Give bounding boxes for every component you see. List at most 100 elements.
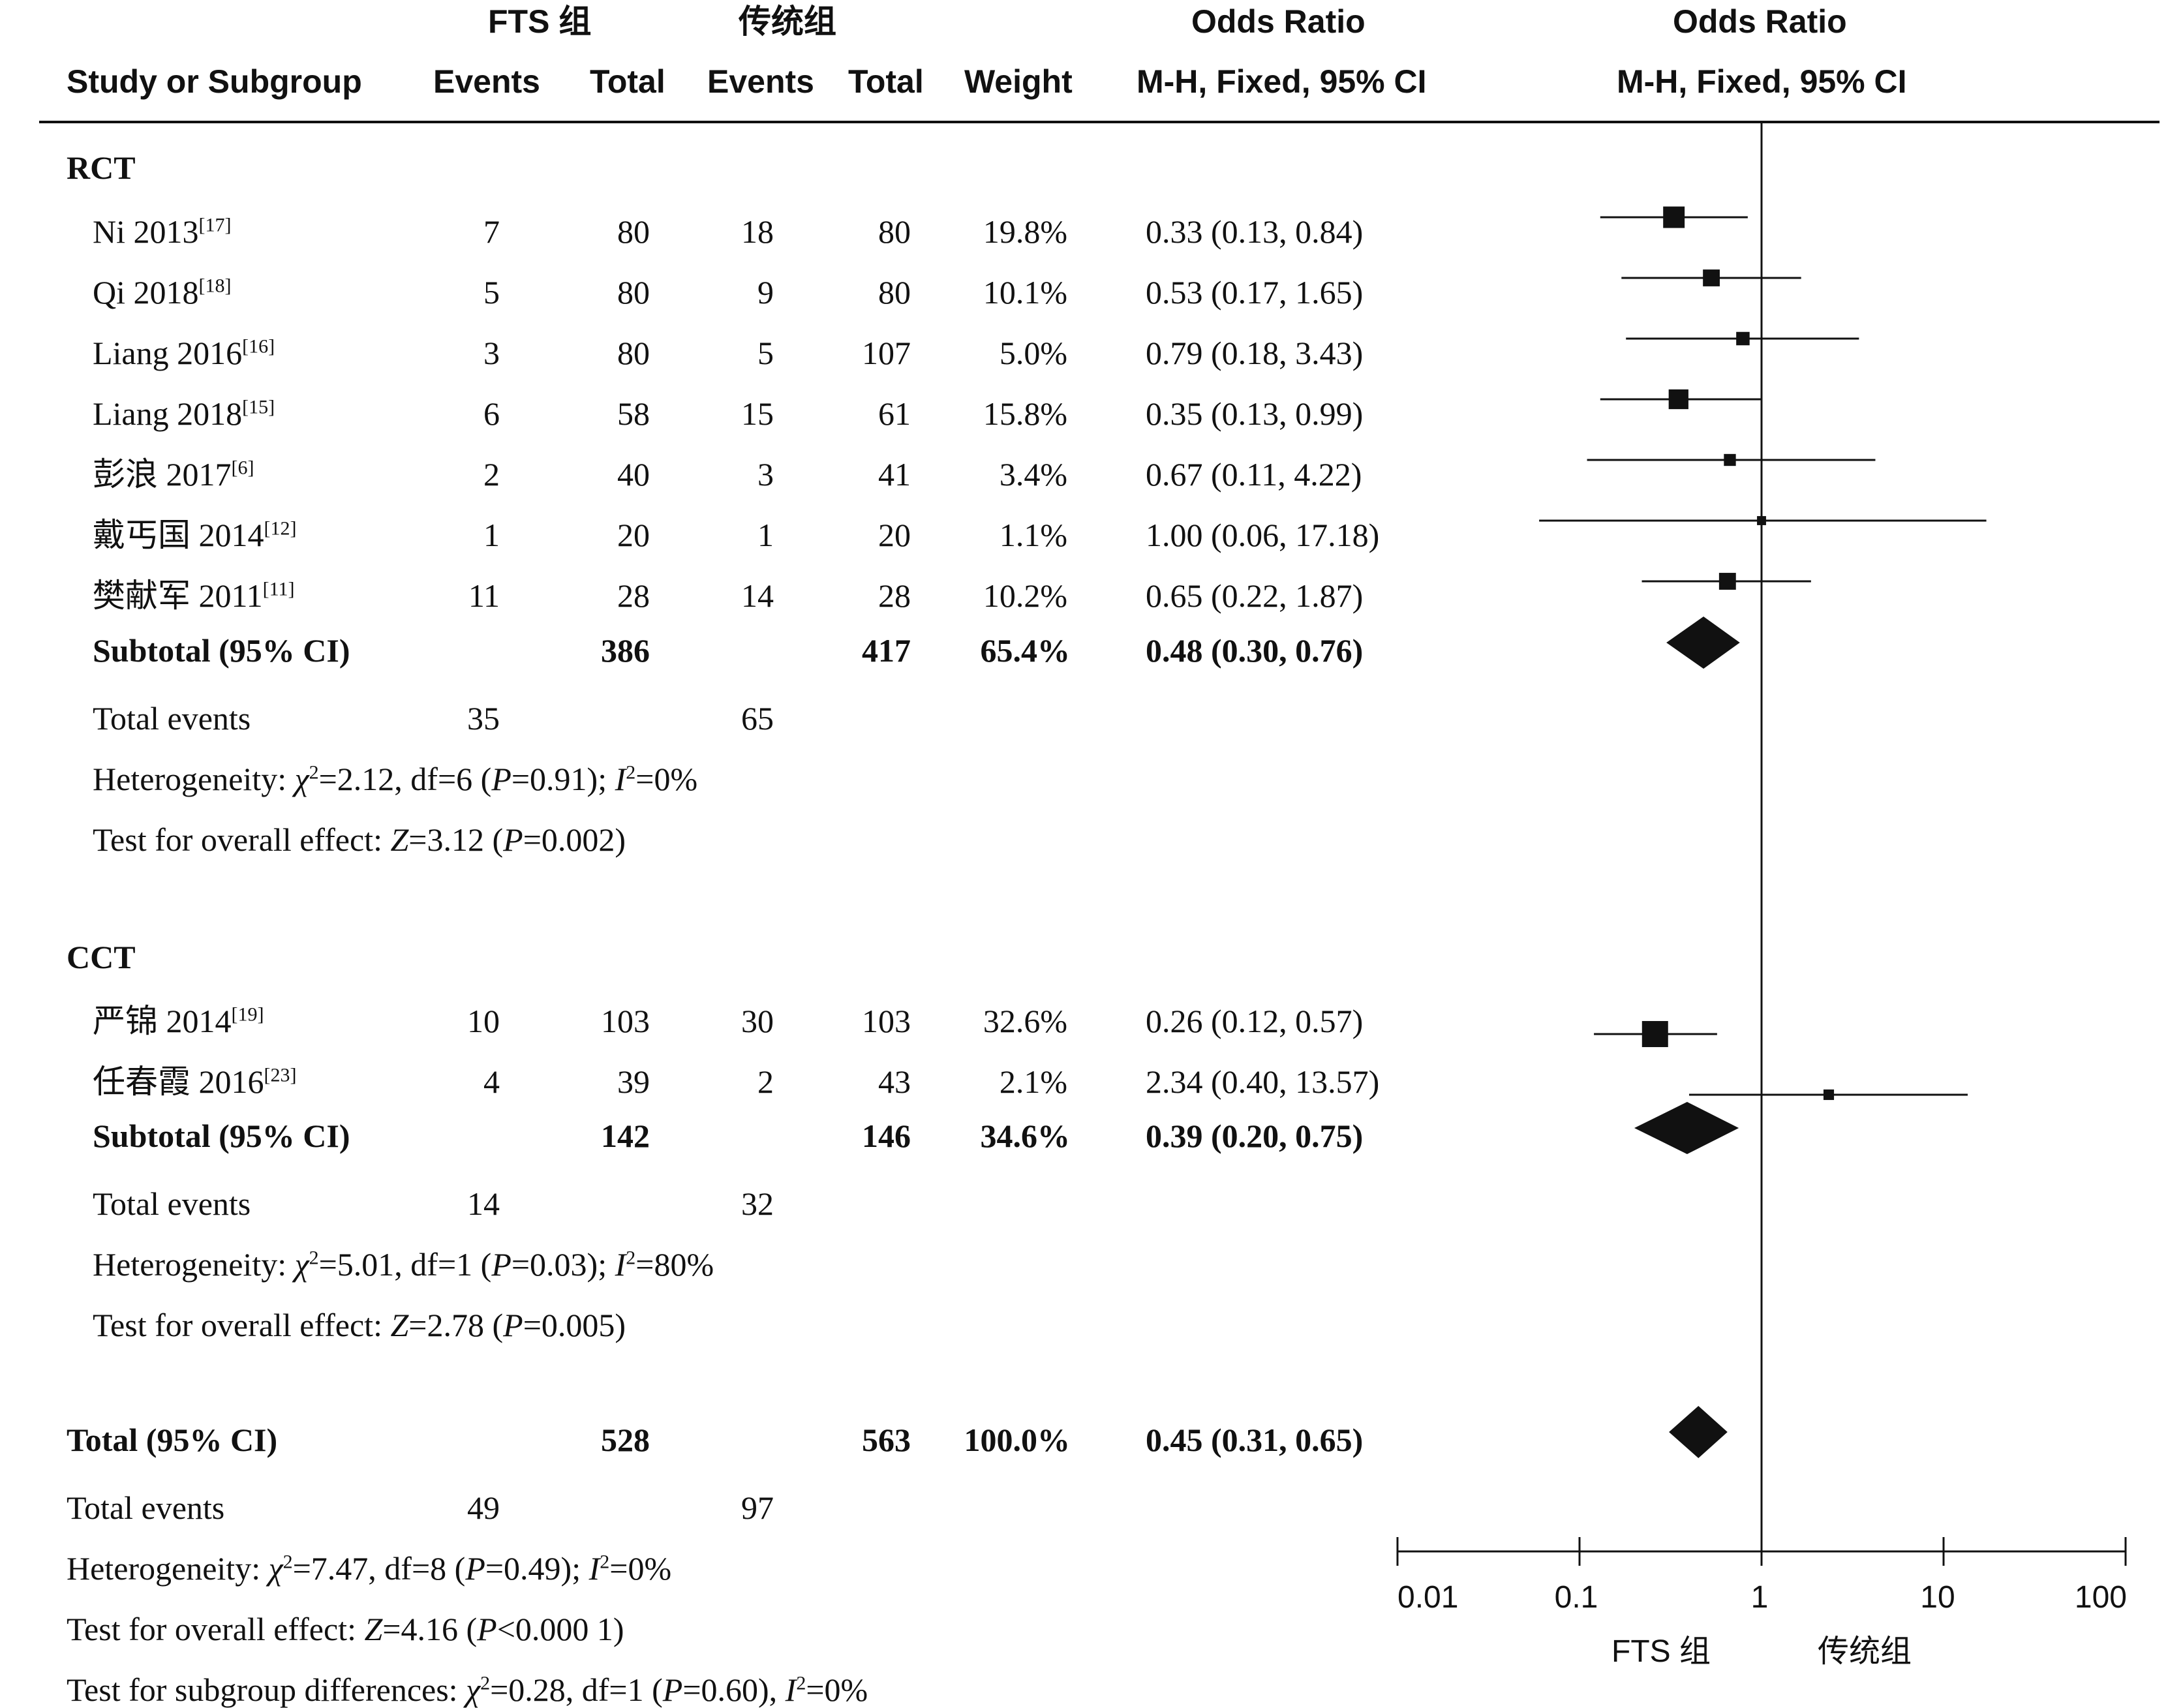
total-weight: 100.0% xyxy=(964,1422,1071,1458)
summary-diamond xyxy=(1634,1102,1739,1154)
total2-cell: 20 xyxy=(878,517,911,553)
weight-cell: 2.1% xyxy=(999,1063,1067,1100)
subtotal-weight: 65.4% xyxy=(980,632,1071,669)
ci-cell: 0.65 (0.22, 1.87) xyxy=(1146,577,1364,614)
total1-cell: 28 xyxy=(617,577,650,614)
events2-cell: 9 xyxy=(757,274,774,311)
overall-effect-text: Test for overall effect: Z=3.12 (P=0.002… xyxy=(93,821,626,858)
total2-column-header: Total xyxy=(848,63,924,100)
events1-cell: 5 xyxy=(483,274,500,311)
study-point xyxy=(1668,389,1688,410)
study-ref: [15] xyxy=(242,396,275,418)
ci-cell: 2.34 (0.40, 13.57) xyxy=(1146,1063,1380,1100)
study-point xyxy=(1724,453,1736,466)
study-name: 彭浪 2017[6] xyxy=(93,456,254,493)
total-ci: 0.45 (0.31, 0.65) xyxy=(1146,1422,1364,1458)
favours-left-label: FTS 组 xyxy=(1611,1634,1711,1669)
heterogeneity-text: Heterogeneity: χ2=5.01, df=1 (P=0.03); I… xyxy=(93,1246,714,1283)
ci-cell: 0.53 (0.17, 1.65) xyxy=(1146,274,1364,311)
events1-cell: 6 xyxy=(483,395,500,432)
study-point xyxy=(1641,1021,1668,1047)
weight-cell: 32.6% xyxy=(983,1003,1067,1039)
subtotal-label: Subtotal (95% CI) xyxy=(93,1118,350,1154)
total-events1: 14 xyxy=(467,1185,500,1222)
subtotal-total1: 386 xyxy=(601,632,650,669)
subgroup-label-rct: RCT xyxy=(67,149,136,186)
plot-marks xyxy=(1396,122,2127,1566)
total-heterogeneity-text: Heterogeneity: χ2=7.47, df=8 (P=0.49); I… xyxy=(67,1550,672,1587)
total1-cell: 80 xyxy=(617,213,650,250)
total-events2: 65 xyxy=(741,700,774,737)
total2-cell: 43 xyxy=(878,1063,911,1100)
axis-tick-label: 10 xyxy=(1920,1580,1955,1615)
study-name: 严锦 2014[19] xyxy=(93,1003,264,1039)
events1-column-header: Events xyxy=(433,63,540,100)
events1-cell: 2 xyxy=(483,456,500,493)
total-events1: 49 xyxy=(467,1489,500,1526)
study-name: Qi 2018[18] xyxy=(93,274,232,311)
ci-cell: 0.26 (0.12, 0.57) xyxy=(1146,1003,1364,1039)
study-name: 樊献军 2011[11] xyxy=(93,577,295,614)
study-point xyxy=(1757,516,1766,525)
study-point xyxy=(1703,269,1720,286)
total-events2: 32 xyxy=(741,1185,774,1222)
total1-column-header: Total xyxy=(590,63,665,100)
events2-cell: 2 xyxy=(757,1063,774,1100)
heterogeneity-text: Heterogeneity: χ2=2.12, df=6 (P=0.91); I… xyxy=(93,761,698,797)
ci-cell: 0.67 (0.11, 4.22) xyxy=(1146,456,1362,493)
overall-effect-text: Test for overall effect: Z=2.78 (P=0.005… xyxy=(93,1307,626,1343)
subgroup-label-cct: CCT xyxy=(67,939,136,975)
events1-cell: 11 xyxy=(468,577,500,614)
events1-cell: 10 xyxy=(467,1003,500,1039)
events2-cell: 18 xyxy=(741,213,774,250)
study-point xyxy=(1823,1089,1835,1101)
events2-cell: 5 xyxy=(757,335,774,371)
subtotal-weight: 34.6% xyxy=(980,1118,1071,1154)
total2-cell: 107 xyxy=(862,335,911,371)
group1-header: FTS 组 xyxy=(488,3,592,40)
total-total2: 563 xyxy=(862,1422,911,1458)
total1-cell: 80 xyxy=(617,274,650,311)
ci-cell: 1.00 (0.06, 17.18) xyxy=(1146,517,1380,553)
weight-cell: 19.8% xyxy=(983,213,1067,250)
total-events-label: Total events xyxy=(93,700,251,737)
total-total1: 528 xyxy=(601,1422,650,1458)
subgroup-differences-text: Test for subgroup differences: χ2=0.28, … xyxy=(67,1671,868,1708)
weight-cell: 1.1% xyxy=(999,517,1067,553)
study-name: 戴丐国 2014[12] xyxy=(93,517,297,553)
axis-tick-label: 0.01 xyxy=(1397,1580,1459,1615)
study-name: Liang 2018[15] xyxy=(93,395,275,432)
study-ref: [12] xyxy=(264,517,297,540)
events2-cell: 3 xyxy=(757,456,774,493)
group2-header: 传统组 xyxy=(739,3,836,40)
subtotal-total2: 146 xyxy=(862,1118,911,1154)
study-ref: [19] xyxy=(231,1003,264,1026)
total-events1: 35 xyxy=(467,700,500,737)
total1-cell: 80 xyxy=(617,335,650,371)
events2-cell: 30 xyxy=(741,1003,774,1039)
subtotal-total2: 417 xyxy=(862,632,911,669)
method-table-header: M-H, Fixed, 95% CI xyxy=(1137,63,1427,100)
study-name: 任春霞 2016[23] xyxy=(93,1063,297,1100)
study-ref: [18] xyxy=(198,275,232,297)
events1-cell: 3 xyxy=(483,335,500,371)
study-point xyxy=(1736,331,1750,346)
weight-cell: 5.0% xyxy=(999,335,1067,371)
ci-cell: 0.79 (0.18, 3.43) xyxy=(1146,335,1364,371)
study-name: Liang 2016[16] xyxy=(93,335,275,371)
total1-cell: 39 xyxy=(617,1063,650,1100)
total-events2: 97 xyxy=(741,1489,774,1526)
study-ref: [17] xyxy=(198,214,232,236)
ci-cell: 0.35 (0.13, 0.99) xyxy=(1146,395,1364,432)
total2-cell: 80 xyxy=(878,213,911,250)
total2-cell: 80 xyxy=(878,274,911,311)
ci-cell: 0.33 (0.13, 0.84) xyxy=(1146,213,1364,250)
method-plot-header: M-H, Fixed, 95% CI xyxy=(1617,63,1907,100)
events1-cell: 7 xyxy=(483,213,500,250)
subtotal-ci: 0.48 (0.30, 0.76) xyxy=(1146,632,1364,669)
total-label: Total (95% CI) xyxy=(67,1422,278,1458)
total2-cell: 28 xyxy=(878,577,911,614)
total-events-label: Total events xyxy=(67,1489,225,1526)
